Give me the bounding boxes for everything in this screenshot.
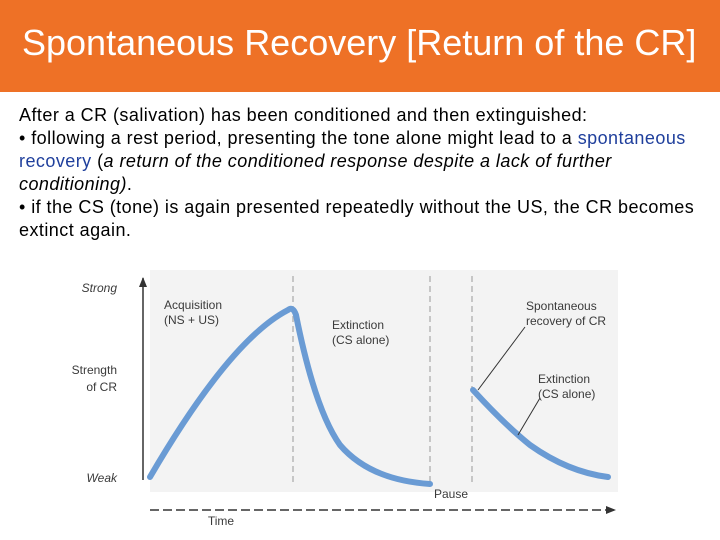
extinction2-label-line1: Extinction (538, 372, 590, 386)
pause-label: Pause (434, 487, 468, 501)
bullet1-prefix: • following a rest period, presenting th… (19, 128, 573, 148)
recovery-extinction-curve (470, 387, 611, 480)
acquisition-label-line1: Acquisition (164, 298, 222, 312)
title-bar: Spontaneous Recovery [Return of the CR] (0, 0, 720, 92)
bullet1-open-paren: ( (91, 151, 104, 171)
intro-text: After a CR (salivation) has been conditi… (19, 105, 588, 125)
term-definition: a return of the conditioned response des… (19, 151, 612, 194)
spontaneous-recovery-label-line1: Spontaneous (526, 299, 597, 313)
spontaneous-recovery-diagram: Strong Strength of CR Weak Time Pause Ac… (72, 270, 618, 528)
acquisition-extinction-curve (147, 305, 433, 487)
extinction1-label-line1: Extinction (332, 318, 384, 332)
extinction2-label-line2: (CS alone) (538, 387, 595, 401)
bullet-extinct-again: • if the CS (tone) is again presented re… (19, 197, 695, 240)
bullet1-end: . (126, 174, 133, 194)
extinction1-label-line2: (CS alone) (332, 333, 389, 347)
extinction2-pointer (517, 397, 541, 436)
x-axis-label: Time (208, 514, 235, 528)
y-axis-label-line2: of CR (86, 380, 117, 394)
slide-body: After a CR (salivation) has been conditi… (19, 104, 709, 242)
slide-title: Spontaneous Recovery [Return of the CR] (22, 22, 697, 63)
spontaneous-recovery-pointer (477, 326, 526, 391)
acquisition-label-line2: (NS + US) (164, 313, 219, 327)
y-weak-label: Weak (87, 471, 118, 485)
bullet-spontaneous-recovery: • following a rest period, presenting th… (19, 127, 709, 196)
term-spontaneous-recovery: spontaneous recovery (19, 128, 686, 171)
y-axis-label-line1: Strength (72, 363, 117, 377)
y-strong-label: Strong (82, 281, 118, 295)
spontaneous-recovery-label-line2: recovery of CR (526, 314, 606, 328)
